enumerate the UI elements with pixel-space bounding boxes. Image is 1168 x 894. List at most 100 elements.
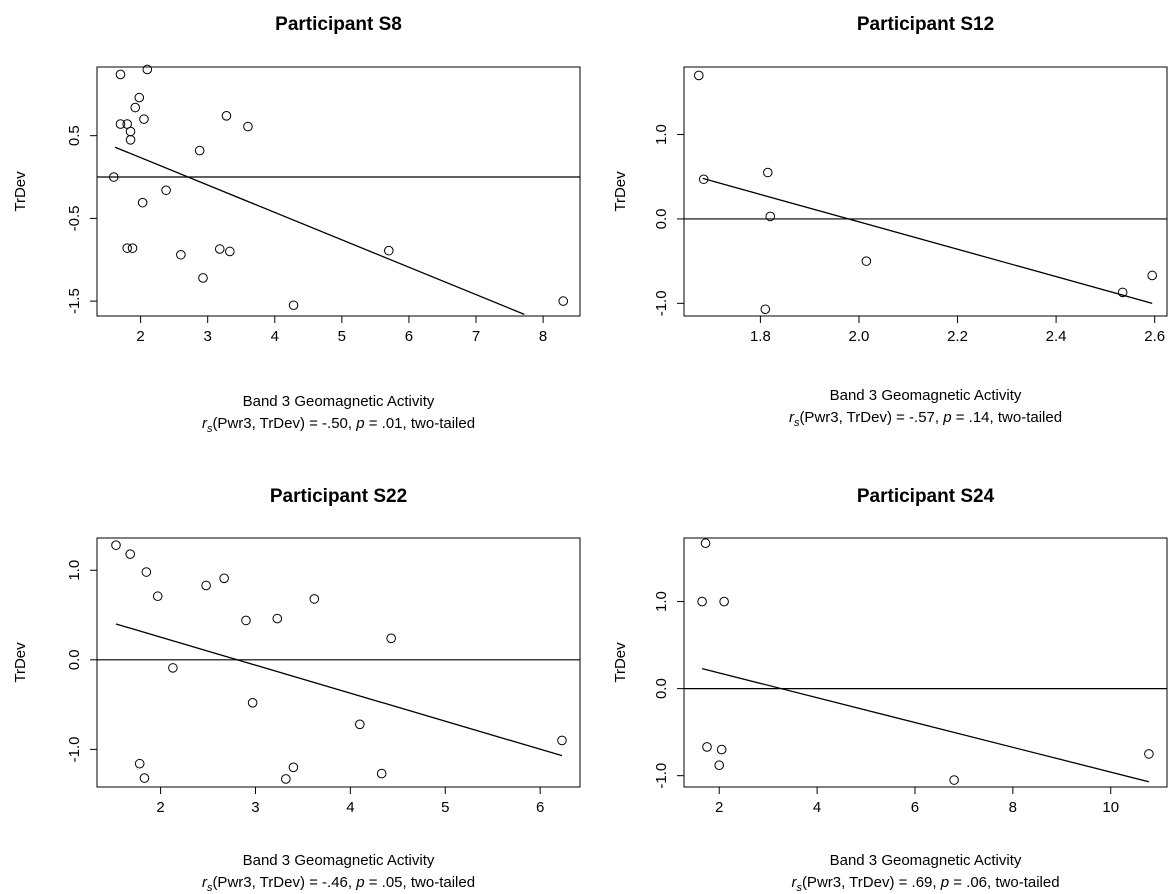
panel-title: Participant S8	[275, 14, 402, 35]
caption-subscript: s	[207, 882, 213, 894]
y-tick-label: 0.0	[653, 678, 670, 699]
data-point	[716, 744, 727, 755]
data-point	[130, 102, 141, 113]
x-axis-label: Band 3 Geomagnetic Activity	[243, 852, 435, 869]
data-point	[125, 134, 136, 145]
data-point	[214, 244, 225, 254]
data-point	[698, 174, 709, 185]
data-point	[122, 243, 132, 253]
caption-p: p	[940, 874, 949, 891]
data-point	[152, 591, 163, 602]
x-tick-label: 4	[271, 328, 279, 345]
y-tick-label: -1.0	[653, 290, 670, 316]
caption-statistic: (Pwr3, TrDev) = -.57,	[799, 409, 943, 426]
caption-end: = .14, two-tailed	[952, 409, 1062, 426]
data-point	[125, 126, 136, 137]
data-point	[134, 92, 145, 103]
caption-p: p	[942, 409, 951, 426]
caption-subscript: s	[796, 882, 802, 894]
x-tick-label: 3	[251, 799, 259, 816]
data-point	[134, 758, 145, 769]
x-tick-label: 2	[715, 799, 723, 816]
y-tick-label: -1.5	[66, 288, 83, 314]
caption-r: r	[791, 874, 797, 891]
data-point	[376, 768, 387, 779]
data-point	[861, 256, 872, 266]
data-point	[141, 567, 152, 577]
y-tick-label: -1.0	[66, 736, 83, 762]
scatter-panel-4: Participant S24 2 4 6 8 10 -1.0 0.0 1.0 TrDev Band…	[612, 486, 1168, 894]
x-tick-label: 6	[911, 799, 919, 816]
data-point	[384, 245, 394, 256]
x-tick-label: 1.8	[750, 328, 771, 345]
y-tick-label: 1.0	[653, 591, 670, 612]
data-point	[142, 64, 153, 75]
data-point	[558, 296, 569, 306]
plot-frame	[96, 66, 581, 317]
data-point	[108, 172, 119, 182]
data-point	[198, 273, 208, 283]
scatter-panel-1: Participant S8 2 3 4 5 6 7 8 -1.5 -0.5 0.5 TrDev Ban…	[12, 14, 581, 435]
caption-r: r	[202, 415, 208, 432]
data-point	[700, 538, 711, 549]
x-tick-label: 6	[405, 328, 413, 345]
data-point	[125, 549, 136, 559]
data-point	[355, 719, 365, 730]
y-tick-label: 0.5	[66, 125, 83, 146]
caption-statistic: (Pwr3, TrDev) = -.46,	[212, 874, 356, 891]
data-point	[697, 596, 707, 607]
x-tick-label: 6	[536, 799, 544, 816]
x-tick-label: 4	[346, 799, 354, 816]
caption-end: = .06, two-tailed	[949, 874, 1059, 891]
x-axis-label: Band 3 Geomagnetic Activity	[830, 852, 1022, 869]
caption-r: r	[789, 409, 795, 426]
data-point	[139, 773, 150, 783]
x-tick-label: 2	[136, 328, 144, 345]
data-point	[762, 167, 773, 178]
x-tick-label: 8	[539, 328, 547, 345]
data-point	[137, 197, 148, 208]
x-tick-label: 5	[441, 799, 449, 816]
data-point	[949, 775, 959, 785]
y-tick-label: -1.0	[653, 763, 670, 789]
correlation-caption: rs(Pwr3, TrDev) = -.46, p = .05, two-tai…	[202, 874, 475, 894]
y-axis-label: TrDev	[612, 642, 629, 683]
data-point	[719, 596, 729, 607]
data-point	[247, 698, 258, 708]
data-point	[139, 114, 149, 124]
data-point	[760, 304, 771, 315]
plot-frame	[683, 537, 1168, 788]
caption-end: = .05, two-tailed	[365, 874, 475, 891]
x-tick-label: 5	[338, 328, 346, 345]
scatter-panel-3: Participant S22 2 3 4 5 6 -1.0 0.0 1.0 TrDev Band …	[12, 486, 581, 894]
regression-line	[701, 667, 1150, 783]
data-point	[221, 111, 232, 121]
caption-subscript: s	[794, 417, 800, 429]
caption-p: p	[355, 874, 364, 891]
x-tick-label: 8	[1009, 799, 1017, 816]
caption-p: p	[355, 415, 364, 432]
y-tick-label: 1.0	[653, 124, 670, 145]
data-point	[714, 760, 725, 771]
data-point	[219, 573, 229, 584]
caption-r: r	[202, 874, 208, 891]
plot-frame	[683, 66, 1168, 317]
x-tick-label: 10	[1102, 799, 1119, 816]
data-point	[225, 246, 235, 257]
data-point	[194, 145, 205, 156]
y-axis-label: TrDev	[12, 642, 29, 683]
data-point	[693, 70, 704, 81]
data-point	[288, 762, 299, 773]
data-point	[1147, 270, 1158, 281]
plot-frame	[96, 537, 581, 788]
x-axis-label: Band 3 Geomagnetic Activity	[243, 393, 435, 410]
y-axis-label: TrDev	[612, 171, 629, 212]
panel-title: Participant S12	[857, 14, 994, 35]
data-point	[241, 615, 251, 626]
data-point	[557, 735, 567, 746]
correlation-caption: rs(Pwr3, TrDev) = .69, p = .06, two-tail…	[791, 874, 1059, 894]
panel-title: Participant S24	[857, 486, 995, 507]
data-point	[168, 663, 178, 673]
data-point	[176, 249, 186, 260]
